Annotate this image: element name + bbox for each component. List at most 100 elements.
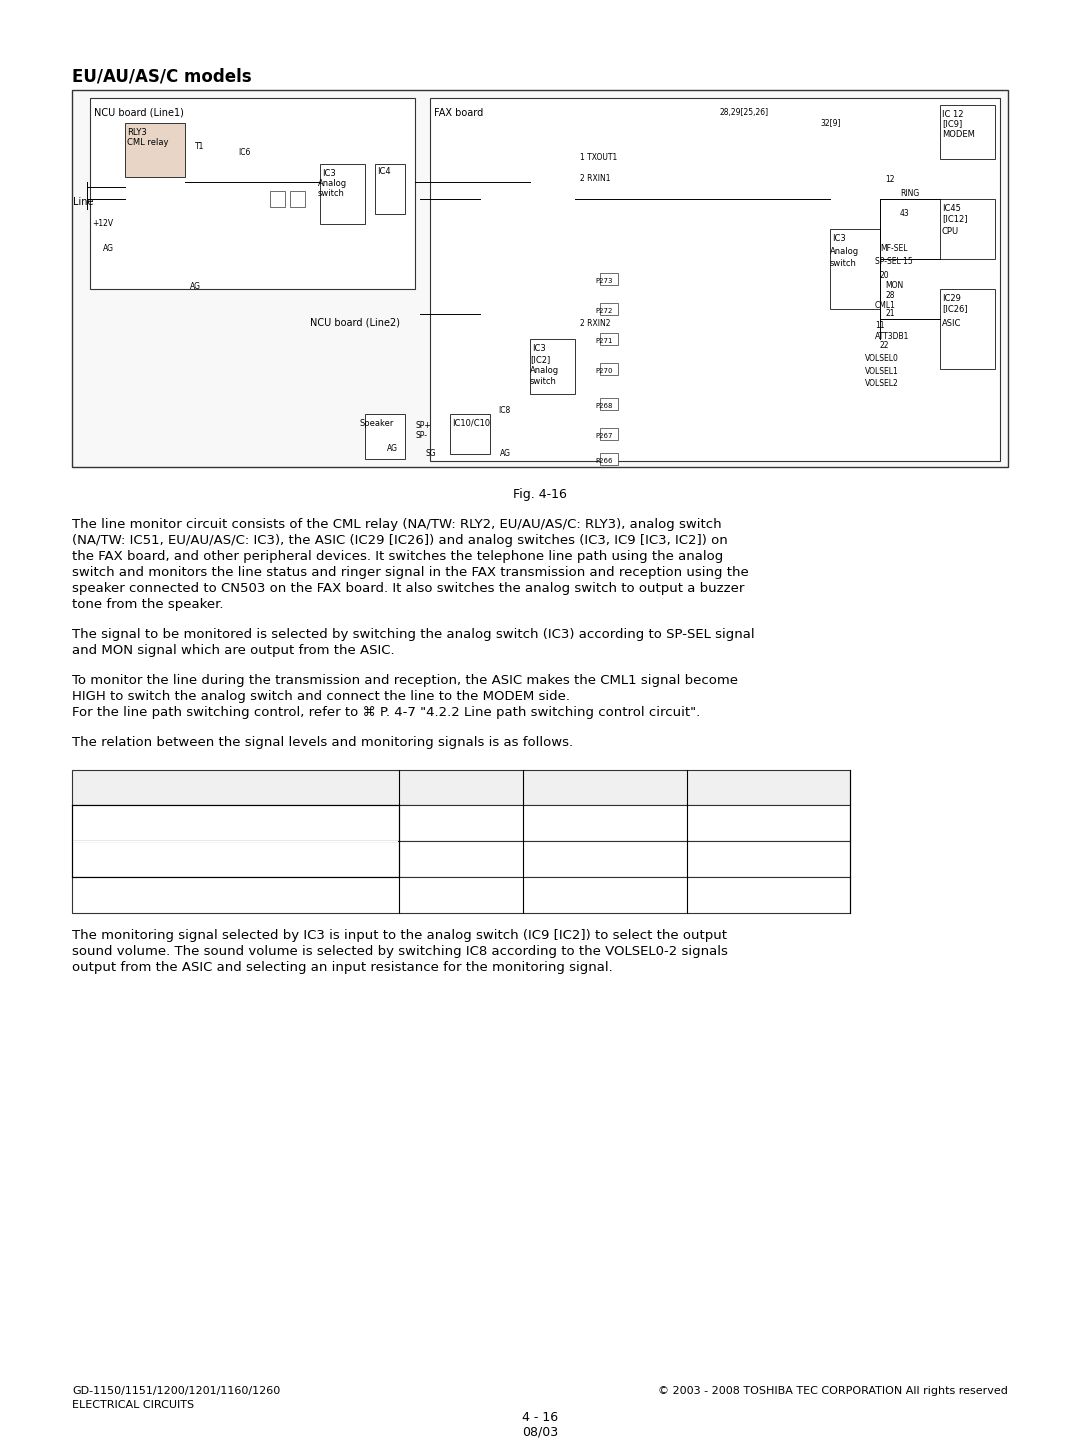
Text: RING: RING [900, 189, 919, 199]
Text: Fig. 4-16: Fig. 4-16 [513, 488, 567, 501]
Text: 12: 12 [885, 176, 894, 184]
Text: 28,29[25,26]: 28,29[25,26] [720, 108, 769, 117]
Text: The line monitor circuit consists of the CML relay (NA/TW: RLY2, EU/AU/AS/C: RLY: The line monitor circuit consists of the… [72, 519, 721, 532]
Text: IC29: IC29 [942, 294, 961, 303]
Text: 32[9]: 32[9] [820, 118, 840, 127]
Text: MODEM: MODEM [942, 130, 975, 138]
Text: switch: switch [831, 259, 856, 268]
Text: -: - [603, 892, 607, 905]
Bar [72, 89, 1008, 467]
Text: RLY3: RLY3 [127, 128, 147, 137]
Bar [320, 164, 365, 225]
Bar [125, 122, 185, 177]
Text: tone from the speaker.: tone from the speaker. [72, 598, 224, 611]
Text: VOLSEL2: VOLSEL2 [865, 379, 899, 388]
Bar [940, 105, 995, 160]
Text: MON: MON [885, 281, 903, 290]
Bar [600, 428, 618, 440]
Text: AG: AG [500, 448, 511, 458]
Text: LINE Monitor: LINE Monitor [80, 839, 159, 852]
Text: switch: switch [318, 189, 345, 199]
Text: HIGH: HIGH [589, 857, 621, 870]
Text: IC45: IC45 [942, 205, 961, 213]
Text: Monitoring signal: Monitoring signal [237, 785, 359, 798]
Text: Ringer/Alarm: Ringer/Alarm [80, 892, 162, 905]
Text: VOLSEL0: VOLSEL0 [865, 354, 899, 363]
Text: SP+: SP+ [415, 421, 431, 429]
Bar [600, 274, 618, 285]
Text: ATT3DB1: ATT3DB1 [875, 331, 909, 342]
Text: 28: 28 [885, 291, 894, 300]
Text: SG: SG [426, 448, 435, 458]
Text: LINE Monitor: LINE Monitor [80, 821, 159, 834]
Bar [831, 229, 880, 308]
Text: P271: P271 [595, 339, 612, 344]
Text: The monitoring signal selected by IC3 is input to the analog switch (IC9 [IC2]) : The monitoring signal selected by IC3 is… [72, 929, 727, 942]
Text: 20: 20 [880, 271, 890, 280]
Bar [450, 414, 490, 454]
Text: output from the ASIC and selecting an input resistance for the monitoring signal: output from the ASIC and selecting an in… [72, 961, 612, 974]
Text: CPU: CPU [942, 228, 959, 236]
Text: Analog: Analog [530, 366, 559, 375]
Text: AG: AG [103, 244, 114, 254]
Text: speaker connected to CN503 on the FAX board. It also switches the analog switch : speaker connected to CN503 on the FAX bo… [72, 582, 744, 595]
Text: Line 2: Line 2 [442, 857, 480, 870]
Text: Analog: Analog [318, 180, 347, 189]
Text: Line: Line [73, 197, 94, 208]
Bar [600, 398, 618, 409]
Text: GD-1150/1151/1200/1201/1160/1260: GD-1150/1151/1200/1201/1160/1260 [72, 1386, 280, 1396]
Bar [600, 333, 618, 344]
Text: IC6: IC6 [238, 147, 251, 157]
Text: NCU board (Line1): NCU board (Line1) [94, 108, 184, 118]
Bar [600, 452, 618, 464]
Text: 11: 11 [875, 321, 885, 330]
Text: AG: AG [387, 444, 399, 452]
Text: SP-: SP- [415, 431, 427, 440]
Text: EU/AU/AS/C models: EU/AU/AS/C models [72, 68, 252, 86]
Text: LOW: LOW [591, 821, 619, 834]
Text: 08/03: 08/03 [522, 1425, 558, 1438]
Bar [430, 98, 1000, 461]
Text: 2 RXIN1: 2 RXIN1 [580, 174, 610, 183]
Text: (NA/TW: IC51, EU/AU/AS/C: IC3), the ASIC (IC29 [IC26]) and analog switches (IC3,: (NA/TW: IC51, EU/AU/AS/C: IC3), the ASIC… [72, 535, 728, 548]
Text: IC10/C10: IC10/C10 [453, 419, 490, 428]
Text: VOLSEL1: VOLSEL1 [865, 367, 899, 376]
Text: switch and monitors the line status and ringer signal in the FAX transmission an: switch and monitors the line status and … [72, 566, 748, 579]
Text: P272: P272 [595, 308, 612, 314]
Text: [IC9]: [IC9] [942, 120, 962, 128]
Text: 2 RXIN2: 2 RXIN2 [580, 318, 610, 329]
Text: 43: 43 [900, 209, 909, 219]
Bar [72, 806, 850, 842]
Bar [600, 303, 618, 316]
Text: [IC12]: [IC12] [942, 215, 968, 223]
Text: IC3: IC3 [832, 235, 846, 244]
Text: sound volume. The sound volume is selected by switching IC8 according to the VOL: sound volume. The sound volume is select… [72, 945, 728, 958]
Text: IC3: IC3 [532, 344, 545, 353]
Text: CML relay: CML relay [127, 137, 168, 147]
Text: HIGH to switch the analog switch and connect the line to the MODEM side.: HIGH to switch the analog switch and con… [72, 690, 570, 703]
Text: © 2003 - 2008 TOSHIBA TEC CORPORATION All rights reserved: © 2003 - 2008 TOSHIBA TEC CORPORATION Al… [658, 1386, 1008, 1396]
Bar [291, 192, 305, 208]
Text: [IC2]: [IC2] [530, 354, 550, 365]
Text: and MON signal which are output from the ASIC.: and MON signal which are output from the… [72, 644, 394, 657]
Text: +12V: +12V [92, 219, 113, 228]
Bar [375, 164, 405, 215]
Text: To monitor the line during the transmission and reception, the ASIC makes the CM: To monitor the line during the transmiss… [72, 674, 738, 687]
Text: IC8: IC8 [498, 406, 510, 415]
Bar [365, 414, 405, 458]
Text: IC4: IC4 [377, 167, 391, 176]
Text: MON: MON [752, 785, 785, 798]
Bar [600, 363, 618, 375]
Text: SP-SEL: SP-SEL [581, 785, 630, 798]
Bar [72, 769, 850, 806]
Text: P273: P273 [595, 278, 612, 284]
Bar [72, 842, 850, 878]
Bar [530, 339, 575, 393]
Text: Analog: Analog [831, 248, 859, 256]
Text: P267: P267 [595, 432, 612, 438]
Text: The signal to be monitored is selected by switching the analog switch (IC3) acco: The signal to be monitored is selected b… [72, 628, 755, 641]
Text: The relation between the signal levels and monitoring signals is as follows.: The relation between the signal levels a… [72, 736, 573, 749]
Text: 22: 22 [880, 342, 890, 350]
Text: 1 TXOUT1: 1 TXOUT1 [580, 153, 618, 161]
Bar [940, 199, 995, 259]
